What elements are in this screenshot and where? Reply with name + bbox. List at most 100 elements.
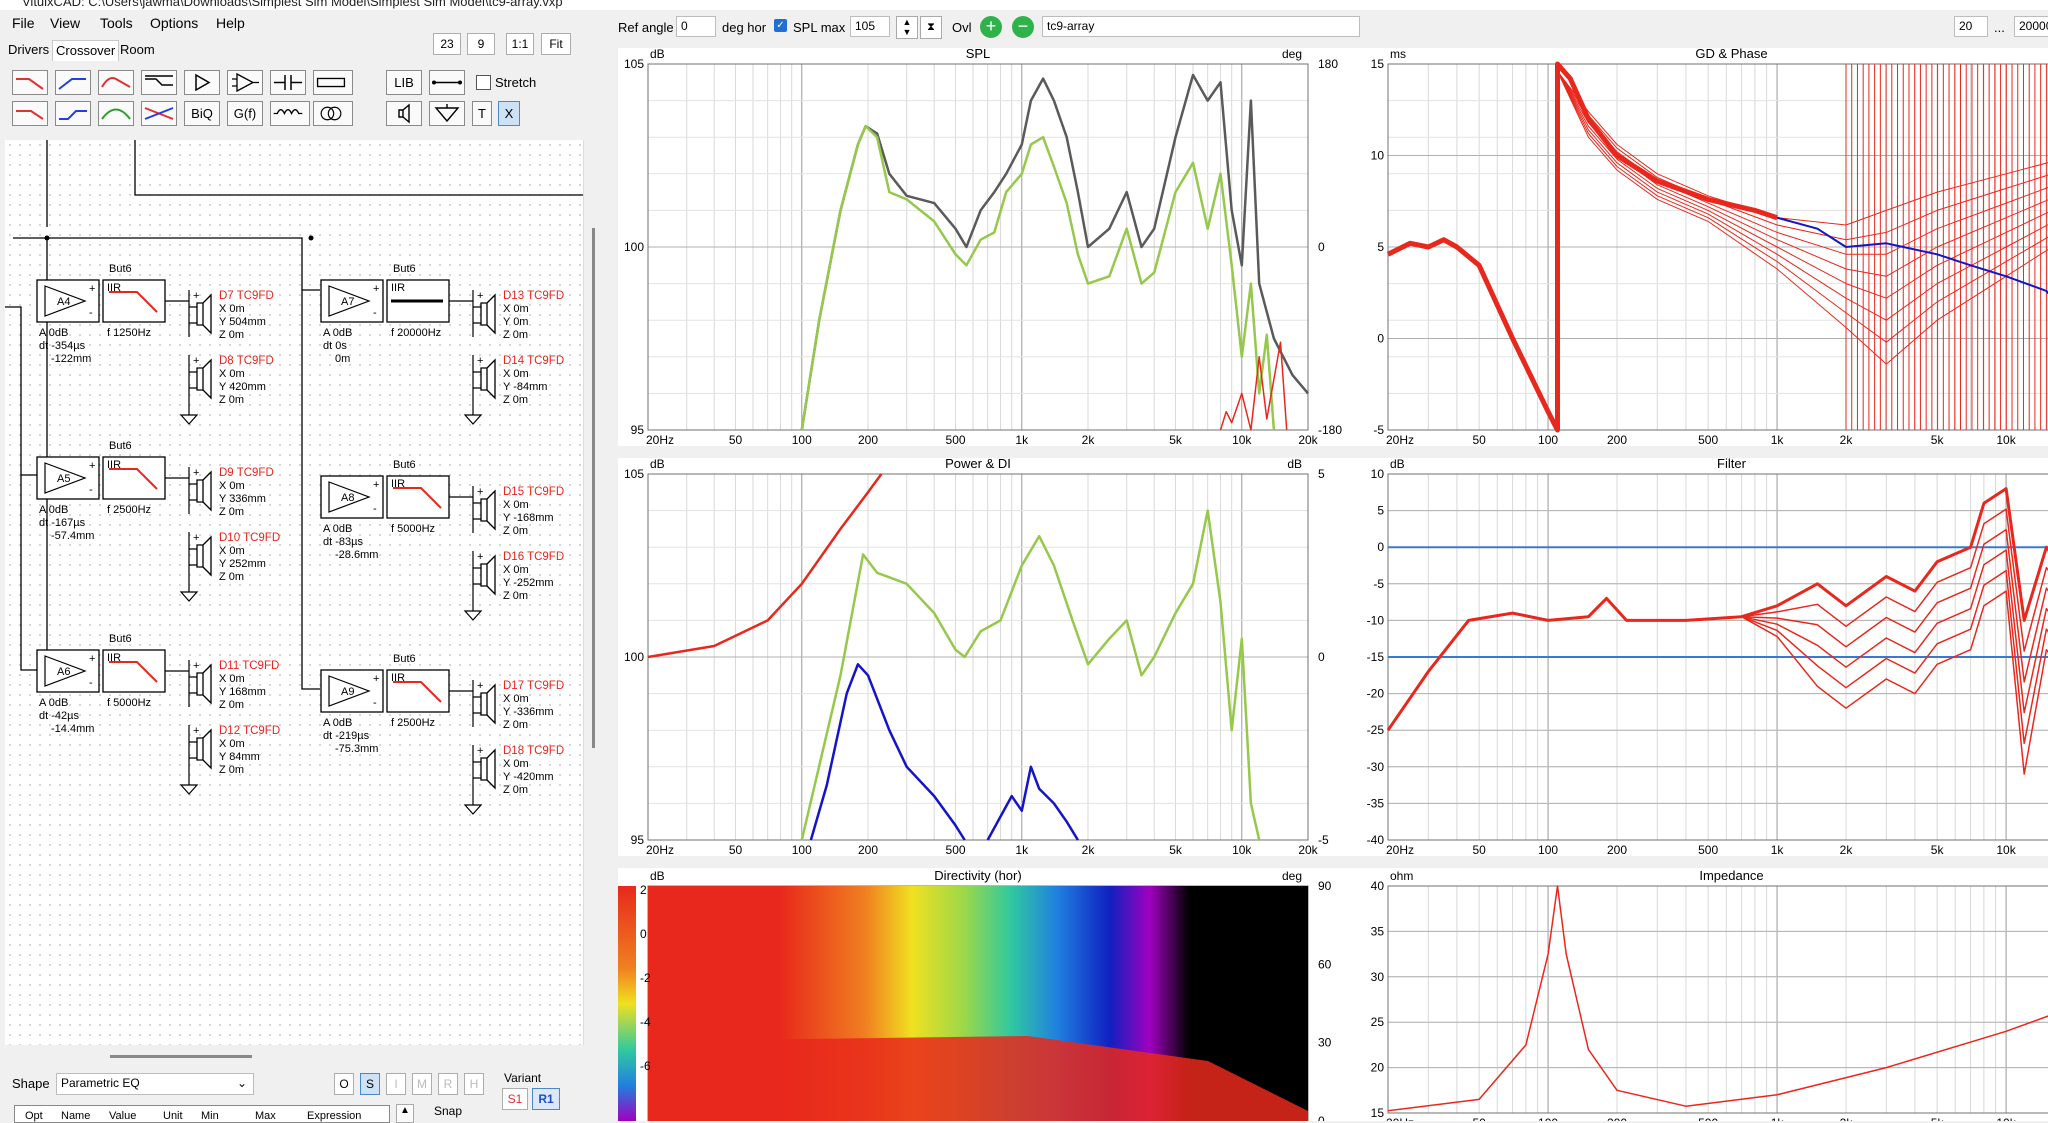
zoom-fit-button[interactable]: Fit: [541, 33, 571, 55]
variant-r1-button[interactable]: R1: [532, 1088, 560, 1110]
crossover-icon[interactable]: [141, 101, 177, 126]
ref-angle-input[interactable]: 0: [676, 16, 716, 37]
x-tick-label: 20k: [1298, 843, 1318, 856]
x-tick-label: 100: [792, 433, 812, 446]
spl-max-checkbox[interactable]: ✓: [774, 19, 787, 32]
gf-button[interactable]: G(f): [227, 101, 263, 126]
swap-icon[interactable]: ⧗: [920, 16, 942, 39]
tab-room[interactable]: Room: [120, 42, 155, 57]
range-lo-input[interactable]: 20: [1954, 16, 1988, 37]
menu-help[interactable]: Help: [216, 15, 245, 31]
lib-button[interactable]: LIB: [386, 70, 422, 95]
menu-view[interactable]: View: [50, 15, 80, 31]
x-tick-label: 5k: [1169, 843, 1183, 856]
y-tick-label: 105: [624, 467, 644, 481]
capacitor-icon[interactable]: [270, 70, 306, 95]
x-tick-label: 10k: [1996, 843, 2016, 856]
svg-text:But6: But6: [109, 440, 132, 452]
x-tick-label: 500: [1698, 433, 1718, 446]
y-tick-label: 5: [1377, 504, 1384, 518]
variant-label: Variant: [504, 1071, 541, 1085]
transformer-icon[interactable]: [313, 101, 353, 126]
impedance-panel[interactable]: 40353025201520Hz501002005001k2k5k10k20kI…: [1350, 868, 2048, 1121]
di-curve-blue: [811, 664, 965, 840]
inductor-icon[interactable]: [270, 101, 310, 126]
menu-file[interactable]: File: [12, 15, 35, 31]
svg-text:+: +: [477, 680, 483, 692]
t-button[interactable]: T: [472, 101, 492, 126]
colorbar-tick: -6: [640, 1059, 651, 1073]
schematic-hscrollbar[interactable]: [110, 1055, 252, 1058]
zoom-1to1-button[interactable]: 1:1: [506, 33, 534, 55]
shape-select[interactable]: Parametric EQ⌄: [56, 1073, 254, 1095]
schematic-scrollbar[interactable]: [592, 228, 595, 748]
scroll-up-icon[interactable]: ▲: [396, 1104, 414, 1123]
wire-icon[interactable]: [429, 70, 465, 95]
lowpass-icon[interactable]: [12, 70, 48, 95]
svg-text:-: -: [89, 484, 93, 496]
svg-text:+: +: [373, 283, 379, 295]
remove-overlay-icon[interactable]: −: [1012, 16, 1034, 38]
x-tick-label: 5k: [1169, 433, 1183, 446]
shape-r-button[interactable]: R: [438, 1073, 458, 1095]
shape-i-button[interactable]: I: [386, 1073, 406, 1095]
variant-s1-button[interactable]: S1: [502, 1088, 528, 1110]
shelf-icon[interactable]: [141, 70, 177, 95]
svg-text:Y 0m: Y 0m: [503, 316, 528, 328]
shape-m-button[interactable]: M: [412, 1073, 432, 1095]
biquad-button[interactable]: BiQ: [184, 101, 220, 126]
range-hi-input[interactable]: 20000: [2014, 16, 2048, 37]
bandpass-icon[interactable]: [98, 70, 134, 95]
peak-icon[interactable]: [98, 101, 134, 126]
spl-max-label: SPL max: [793, 20, 845, 35]
menu-tools[interactable]: Tools: [100, 15, 133, 31]
x-button[interactable]: X: [498, 101, 520, 126]
y-tick-label: 100: [624, 240, 644, 254]
panel-title: Impedance: [1699, 868, 1763, 883]
highpass2-icon[interactable]: [55, 101, 91, 126]
chevron-down-icon: ⌄: [237, 1074, 247, 1093]
x-tick-label: 100: [1538, 1116, 1558, 1121]
highpass-icon[interactable]: [55, 70, 91, 95]
shape-s-button[interactable]: S: [360, 1073, 380, 1095]
spl-max-input[interactable]: 105: [850, 16, 890, 37]
y2-tick-label: 180: [1318, 57, 1338, 71]
opamp-icon[interactable]: [227, 70, 263, 95]
zoom-field-2[interactable]: 9: [467, 33, 495, 55]
y-tick-label: 40: [1371, 879, 1385, 893]
updown-icon[interactable]: ▲▼: [896, 16, 918, 39]
shape-o-button[interactable]: O: [334, 1073, 354, 1095]
resistor-icon[interactable]: [313, 70, 353, 95]
x-tick-label: 20Hz: [1386, 1116, 1414, 1121]
directivity-panel[interactable]: 906030020Hz501002005001k2k5k10k20kDirect…: [618, 868, 1350, 1121]
shape-h-button[interactable]: H: [464, 1073, 484, 1095]
tab-crossover[interactable]: Crossover: [52, 40, 119, 61]
zoom-field-1[interactable]: 23: [433, 33, 461, 55]
ground-icon[interactable]: [429, 101, 465, 126]
stretch-checkbox[interactable]: [476, 75, 491, 90]
col-value: Value: [109, 1110, 136, 1122]
overlay-file-input[interactable]: tc9-array: [1042, 16, 1360, 37]
add-overlay-icon[interactable]: +: [980, 16, 1002, 38]
x-tick-label: 2k: [1840, 843, 1854, 856]
amplifier-icon[interactable]: [184, 70, 220, 95]
y2-tick-label: 60: [1318, 957, 1332, 971]
menu-options[interactable]: Options: [150, 15, 198, 31]
lowpass2-icon[interactable]: [12, 101, 48, 126]
tab-drivers[interactable]: Drivers: [8, 42, 49, 57]
ovl-label: Ovl: [952, 20, 972, 35]
svg-text:f 2500Hz: f 2500Hz: [391, 717, 435, 729]
svg-text:Y 84mm: Y 84mm: [219, 751, 260, 763]
driver-icon[interactable]: [386, 101, 422, 126]
